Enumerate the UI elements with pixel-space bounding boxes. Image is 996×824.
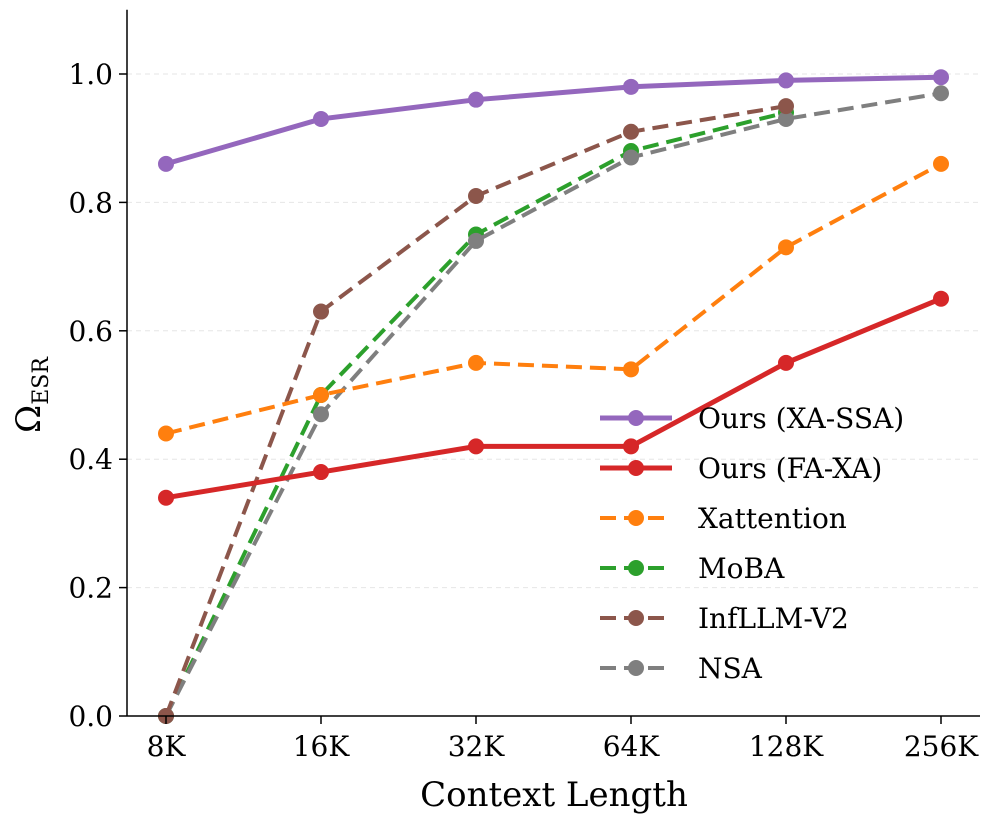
legend-label: NSA bbox=[698, 652, 763, 685]
legend-label: Ours (FA-XA) bbox=[698, 452, 882, 485]
y-tick-label: 0.6 bbox=[68, 315, 113, 348]
legend-label: InfLLM-V2 bbox=[698, 602, 849, 635]
x-tick-label: 64K bbox=[603, 730, 661, 763]
data-point bbox=[313, 303, 329, 320]
y-axis-label-sub: ESR bbox=[29, 356, 54, 405]
data-point bbox=[623, 78, 639, 95]
y-axis-label: ΩESR bbox=[9, 356, 54, 433]
x-tick-label: 256K bbox=[904, 730, 979, 763]
y-tick-label: 0.0 bbox=[68, 700, 113, 733]
data-point bbox=[158, 155, 174, 172]
data-point bbox=[468, 187, 484, 204]
y-tick-label: 0.8 bbox=[68, 186, 113, 219]
data-point bbox=[778, 72, 794, 89]
data-point bbox=[468, 354, 484, 371]
legend-marker bbox=[628, 610, 644, 626]
y-tick-label: 0.2 bbox=[68, 572, 113, 605]
x-tick-label: 32K bbox=[448, 730, 506, 763]
data-point bbox=[623, 361, 639, 378]
data-point bbox=[313, 464, 329, 481]
series-line bbox=[165, 162, 942, 436]
legend-marker bbox=[628, 660, 644, 676]
y-tick-label: 1.0 bbox=[68, 58, 113, 91]
legend-label: MoBA bbox=[698, 552, 785, 585]
x-tick-label: 8K bbox=[147, 730, 187, 763]
series-line bbox=[165, 296, 942, 501]
legend-marker bbox=[628, 410, 644, 426]
legend-marker bbox=[628, 510, 644, 526]
data-point bbox=[933, 290, 949, 307]
data-point bbox=[158, 489, 174, 506]
legend-label: Xattention bbox=[698, 502, 847, 535]
data-point bbox=[778, 98, 794, 115]
data-point bbox=[468, 91, 484, 108]
data-point bbox=[313, 406, 329, 423]
x-tick-label: 128K bbox=[749, 730, 824, 763]
series-line bbox=[164, 91, 942, 717]
data-point bbox=[933, 155, 949, 172]
legend: Ours (XA-SSA) Ours (FA-XA) Xattention MoBA I… bbox=[600, 402, 904, 685]
data-point bbox=[623, 149, 639, 166]
data-point bbox=[778, 354, 794, 371]
series-line bbox=[165, 74, 942, 167]
data-point bbox=[623, 123, 639, 140]
series-ours-xa-ssa- bbox=[158, 69, 949, 172]
data-point bbox=[468, 438, 484, 455]
x-axis-label: Context Length bbox=[420, 775, 688, 815]
legend-label: Ours (XA-SSA) bbox=[698, 402, 904, 435]
data-point bbox=[158, 425, 174, 442]
data-point bbox=[778, 239, 794, 256]
x-tick-label: 16K bbox=[293, 730, 351, 763]
data-point bbox=[778, 110, 794, 127]
y-tick-label: 0.4 bbox=[68, 443, 113, 476]
data-point bbox=[313, 387, 329, 403]
data-point bbox=[933, 85, 949, 102]
data-point bbox=[933, 69, 949, 86]
legend-marker bbox=[628, 560, 644, 576]
series-ours-fa-xa- bbox=[158, 290, 949, 506]
y-axis-label-main: Ω bbox=[9, 405, 49, 433]
legend-marker bbox=[628, 460, 644, 476]
data-point bbox=[468, 232, 484, 249]
series-xattention bbox=[158, 155, 949, 442]
data-point bbox=[313, 110, 329, 127]
data-point bbox=[623, 438, 639, 455]
